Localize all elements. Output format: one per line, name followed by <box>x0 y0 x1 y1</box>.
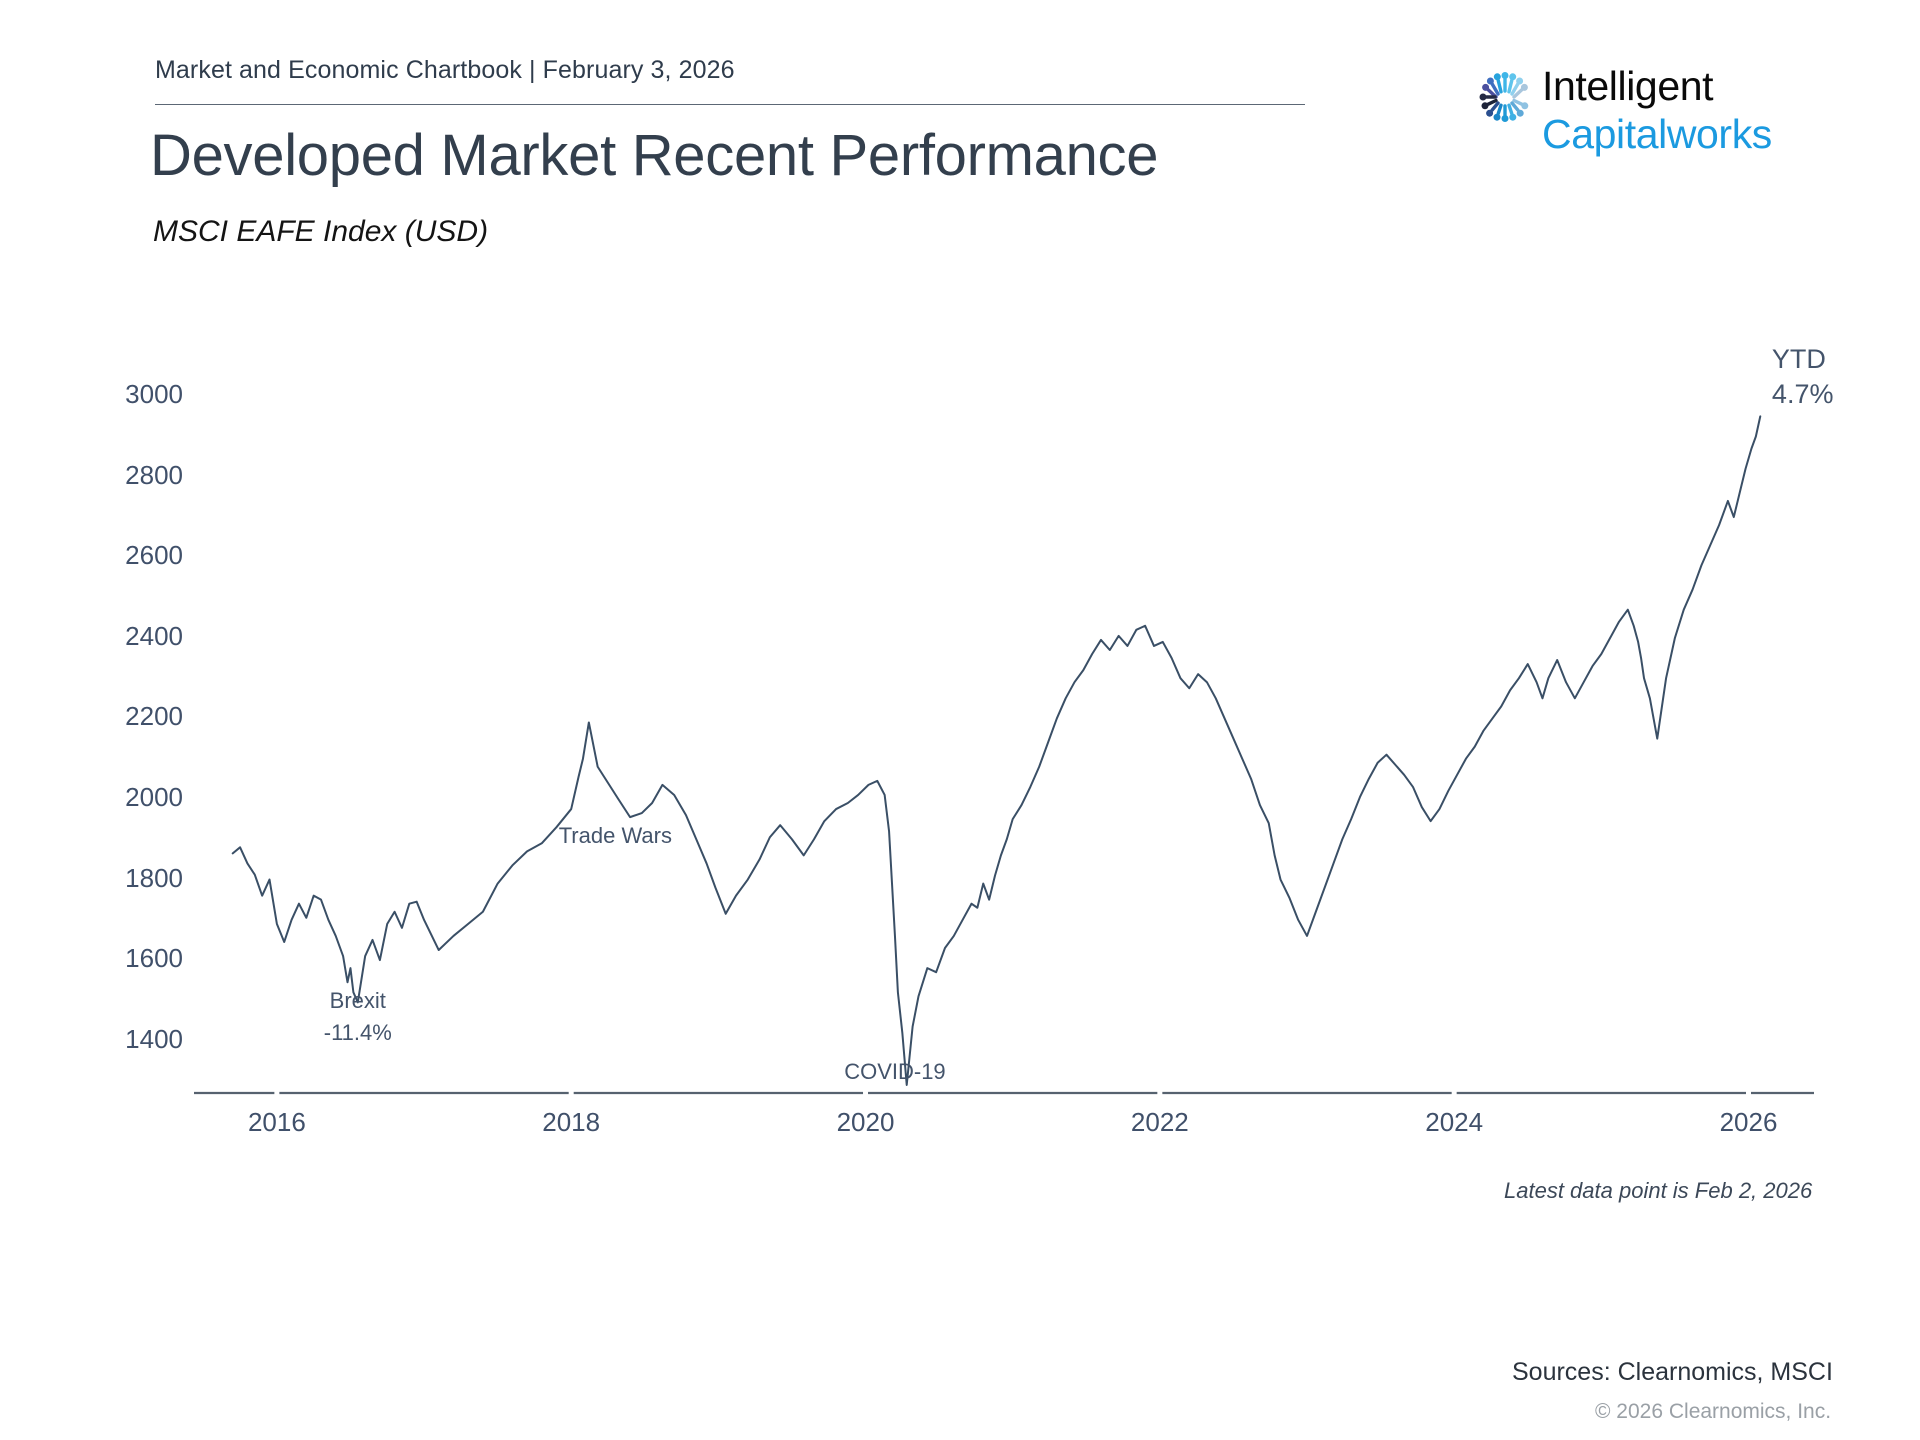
chartbook-kicker: Market and Economic Chartbook | February… <box>155 56 735 84</box>
y-tick-2000: 2000 <box>125 781 183 812</box>
x-tick-2020: 2020 <box>836 1107 895 1137</box>
page-header: Market and Economic Chartbook | February… <box>0 0 1920 248</box>
copyright-label: © 2026 Clearnomics, Inc. <box>1595 1400 1832 1423</box>
axis-group <box>194 1091 1814 1095</box>
brand-wordmark: Intelligent Capitalworks <box>1542 62 1772 158</box>
y-tick-2600: 2600 <box>125 540 183 571</box>
annotation-brexit-value: -11.4% <box>323 1020 392 1046</box>
brand-name-intelligent: Intelligent <box>1542 63 1714 109</box>
y-tick-1800: 1800 <box>125 862 183 893</box>
y-tick-1400: 1400 <box>125 1023 183 1054</box>
annotation-covid-19-label: COVID-19 <box>844 1058 946 1084</box>
annotation-ytd-value: 4.7% <box>1771 379 1834 410</box>
msci-eafe-series-line <box>231 415 1762 1086</box>
annotation-covid-19: COVID-19 <box>825 1059 965 1085</box>
radial-c-mark-icon <box>1474 66 1536 128</box>
x-tick-2018: 2018 <box>542 1107 601 1137</box>
line-chart-plot <box>194 415 1814 1095</box>
x-tick-2026: 2026 <box>1719 1107 1778 1137</box>
y-tick-2200: 2200 <box>125 701 183 732</box>
annotation-ytd: YTD 4.7% <box>1772 344 1834 410</box>
x-tick-2016: 2016 <box>247 1107 306 1137</box>
y-tick-3000: 3000 <box>125 379 183 410</box>
page-subtitle: MSCI EAFE Index (USD) <box>153 215 489 248</box>
annotation-trade-wars-label: Trade Wars <box>558 823 672 849</box>
page-title: Developed Market Recent Performance <box>150 123 1159 188</box>
x-tick-2022: 2022 <box>1130 1107 1189 1137</box>
y-tick-2400: 2400 <box>125 620 183 651</box>
annotation-brexit-label: Brexit <box>329 988 386 1014</box>
y-tick-2800: 2800 <box>125 459 183 490</box>
brand-name-capitalworks: Capitalworks <box>1542 111 1772 157</box>
annotation-brexit: Brexit -11.4% <box>288 988 428 1046</box>
sources-label: Sources: Clearnomics, MSCI <box>1512 1358 1833 1386</box>
header-divider <box>155 104 1305 105</box>
chart-container: 1400 1600 1800 2000 2200 2400 2600 2800 3000 201… <box>0 300 1920 1137</box>
brand-logo: Intelligent Capitalworks <box>1474 62 1804 177</box>
x-tick-2024: 2024 <box>1425 1107 1484 1137</box>
annotation-ytd-label: YTD <box>1771 344 1826 375</box>
y-tick-1600: 1600 <box>125 943 183 974</box>
latest-data-point-note: Latest data point is Feb 2, 2026 <box>1504 1178 1813 1203</box>
annotation-trade-wars: Trade Wars <box>545 823 685 849</box>
